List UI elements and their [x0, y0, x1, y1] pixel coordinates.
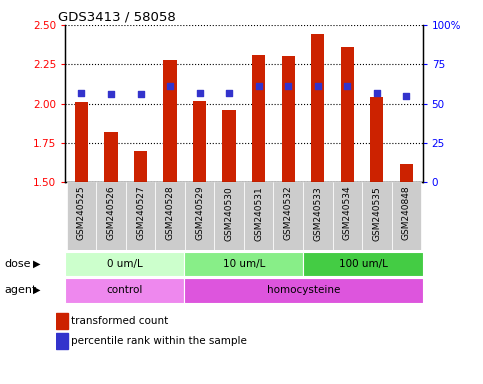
FancyBboxPatch shape: [332, 182, 362, 250]
Bar: [282, 56, 295, 182]
Point: [137, 91, 144, 97]
Text: GSM240531: GSM240531: [254, 186, 263, 240]
Bar: [104, 132, 118, 182]
Text: 0 um/L: 0 um/L: [107, 259, 142, 269]
Bar: [370, 98, 384, 182]
Bar: [252, 55, 265, 182]
Text: ▶: ▶: [32, 285, 40, 295]
FancyBboxPatch shape: [67, 182, 96, 250]
FancyBboxPatch shape: [96, 182, 126, 250]
Text: GSM240527: GSM240527: [136, 186, 145, 240]
Bar: [56, 333, 69, 349]
FancyBboxPatch shape: [303, 182, 332, 250]
FancyBboxPatch shape: [244, 182, 273, 250]
Bar: [56, 313, 69, 329]
FancyBboxPatch shape: [156, 182, 185, 250]
Point: [314, 83, 322, 89]
Text: agent: agent: [5, 285, 37, 295]
Text: ▶: ▶: [32, 259, 40, 269]
Point: [196, 89, 203, 96]
Text: GDS3413 / 58058: GDS3413 / 58058: [58, 11, 176, 24]
Bar: [185, 252, 303, 276]
Text: control: control: [107, 285, 143, 295]
Bar: [75, 102, 88, 182]
FancyBboxPatch shape: [185, 182, 214, 250]
Bar: [400, 164, 413, 182]
Bar: [341, 47, 354, 182]
FancyBboxPatch shape: [362, 182, 392, 250]
Text: GSM240529: GSM240529: [195, 186, 204, 240]
FancyBboxPatch shape: [214, 182, 244, 250]
Bar: [65, 278, 185, 303]
FancyBboxPatch shape: [126, 182, 156, 250]
Point: [343, 83, 351, 89]
Point: [107, 91, 115, 97]
Text: dose: dose: [5, 259, 31, 269]
Text: GSM240532: GSM240532: [284, 186, 293, 240]
Point: [402, 93, 410, 99]
Bar: [185, 278, 423, 303]
Point: [373, 89, 381, 96]
Point: [225, 89, 233, 96]
Text: GSM240530: GSM240530: [225, 186, 234, 240]
Text: GSM240528: GSM240528: [166, 186, 174, 240]
Text: percentile rank within the sample: percentile rank within the sample: [71, 336, 247, 346]
Text: GSM240533: GSM240533: [313, 186, 322, 240]
Text: GSM240525: GSM240525: [77, 186, 86, 240]
Text: GSM240526: GSM240526: [106, 186, 115, 240]
Text: 100 um/L: 100 um/L: [339, 259, 387, 269]
FancyBboxPatch shape: [273, 182, 303, 250]
Bar: [134, 151, 147, 182]
Text: transformed count: transformed count: [71, 316, 169, 326]
Text: 10 um/L: 10 um/L: [223, 259, 265, 269]
Bar: [311, 35, 325, 182]
Point: [284, 83, 292, 89]
Text: GSM240534: GSM240534: [343, 186, 352, 240]
Bar: [163, 60, 177, 182]
Text: homocysteine: homocysteine: [267, 285, 340, 295]
Point: [255, 83, 263, 89]
Text: GSM240535: GSM240535: [372, 186, 382, 240]
Bar: [193, 101, 206, 182]
Point: [166, 83, 174, 89]
Bar: [65, 252, 185, 276]
FancyBboxPatch shape: [392, 182, 421, 250]
Bar: [223, 110, 236, 182]
Point: [78, 89, 85, 96]
Bar: [303, 252, 423, 276]
Text: GSM240848: GSM240848: [402, 186, 411, 240]
